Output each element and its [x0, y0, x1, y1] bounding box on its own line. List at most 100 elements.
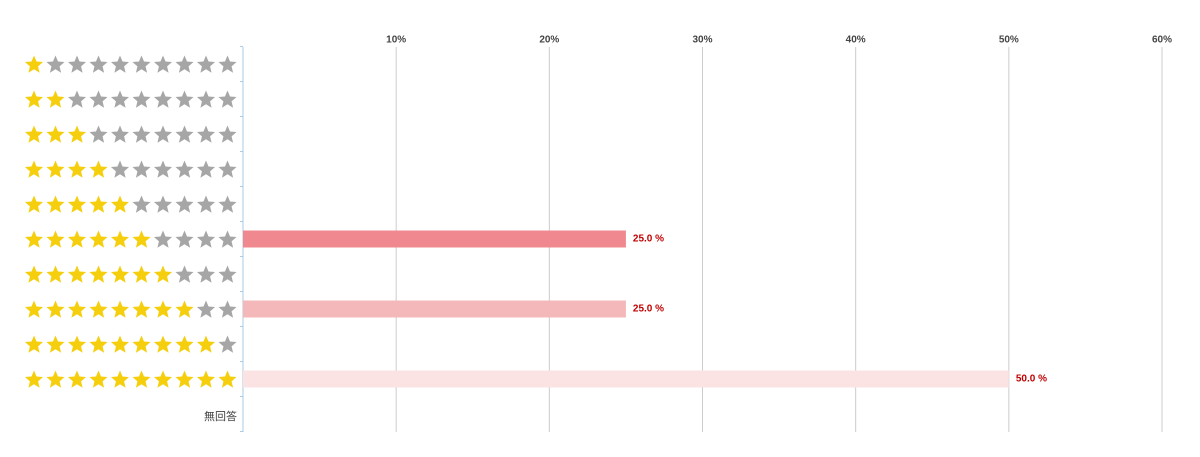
star-icon: [24, 55, 44, 73]
star-icon: [46, 300, 65, 318]
star-icon: [24, 300, 44, 318]
star-icon: [46, 370, 65, 388]
star-icon: [196, 265, 216, 283]
star-icon: [132, 335, 151, 353]
star-icon: [67, 230, 87, 248]
x-tick-label: 40%: [846, 35, 866, 46]
star-icon: [24, 195, 44, 213]
star-icon: [24, 265, 44, 283]
star-icon: [89, 370, 108, 388]
star-icon: [218, 300, 237, 318]
star-icon: [196, 335, 216, 353]
star-icon: [132, 90, 151, 108]
star-icon: [110, 335, 130, 353]
star-icon: [110, 195, 130, 213]
x-tick-label: 50%: [999, 35, 1019, 46]
star-icon: [196, 160, 216, 178]
star-icon: [67, 90, 87, 108]
star-icon: [218, 195, 237, 213]
star-icon: [175, 335, 194, 353]
star-icon: [196, 195, 216, 213]
star-icon: [196, 300, 216, 318]
star-icon: [89, 195, 108, 213]
x-tick-label: 60%: [1152, 35, 1172, 46]
star-icon: [132, 55, 151, 73]
star-icon: [67, 160, 87, 178]
star-icon: [46, 335, 65, 353]
star-icon: [132, 300, 151, 318]
star-icon: [196, 90, 216, 108]
star-icon: [132, 125, 151, 143]
value-label: 50.0 %: [1016, 374, 1047, 385]
star-icon: [218, 230, 237, 248]
bar: [243, 300, 626, 318]
star-icon: [153, 370, 173, 388]
star-icon: [46, 265, 65, 283]
star-icon: [175, 300, 194, 318]
star-icon: [175, 55, 194, 73]
star-icon: [175, 230, 194, 248]
star-icon: [196, 370, 216, 388]
star-icon: [24, 125, 44, 143]
star-icon: [46, 160, 65, 178]
star-icon: [67, 370, 87, 388]
star-icon: [218, 265, 237, 283]
star-icon: [153, 300, 173, 318]
y-tick-label: 無回答: [204, 409, 237, 423]
star-icon: [175, 265, 194, 283]
star-icon: [89, 55, 108, 73]
star-icon: [67, 335, 87, 353]
x-tick-label: 10%: [386, 35, 406, 46]
star-icon: [153, 160, 173, 178]
star-icon: [153, 265, 173, 283]
star-icon: [196, 55, 216, 73]
star-icon: [110, 230, 130, 248]
star-icon: [175, 90, 194, 108]
star-icon: [218, 370, 237, 388]
star-icon: [132, 265, 151, 283]
star-icon: [196, 125, 216, 143]
star-icon: [110, 370, 130, 388]
star-icon: [67, 265, 87, 283]
bar: [243, 370, 1009, 388]
star-icon: [110, 160, 130, 178]
star-icon: [24, 370, 44, 388]
star-icon: [218, 335, 237, 353]
star-icon: [24, 335, 44, 353]
star-icon: [89, 335, 108, 353]
star-icon: [175, 160, 194, 178]
star-icon: [110, 125, 130, 143]
star-icon: [89, 125, 108, 143]
star-icon: [153, 230, 173, 248]
star-icon: [89, 90, 108, 108]
star-icon: [153, 125, 173, 143]
star-icon: [175, 195, 194, 213]
star-icon: [132, 160, 151, 178]
star-icon: [46, 55, 65, 73]
star-icon: [67, 125, 87, 143]
star-icon: [67, 195, 87, 213]
star-icon: [218, 90, 237, 108]
star-icon: [67, 300, 87, 318]
star-icon: [218, 125, 237, 143]
star-icon: [153, 195, 173, 213]
star-icon: [132, 230, 151, 248]
star-icon: [89, 265, 108, 283]
star-icon: [46, 125, 65, 143]
x-tick-label: 30%: [692, 35, 712, 46]
star-icon: [46, 90, 65, 108]
star-icon: [89, 300, 108, 318]
star-icon: [218, 160, 237, 178]
star-icon: [89, 160, 108, 178]
star-icon: [110, 265, 130, 283]
star-icon: [153, 335, 173, 353]
star-icon: [218, 55, 237, 73]
star-icon: [46, 230, 65, 248]
star-icon: [132, 195, 151, 213]
star-icon: [46, 195, 65, 213]
star-icon: [132, 370, 151, 388]
star-icon: [24, 230, 44, 248]
star-icon: [89, 230, 108, 248]
value-label: 25.0 %: [633, 304, 664, 315]
star-icon: [153, 55, 173, 73]
